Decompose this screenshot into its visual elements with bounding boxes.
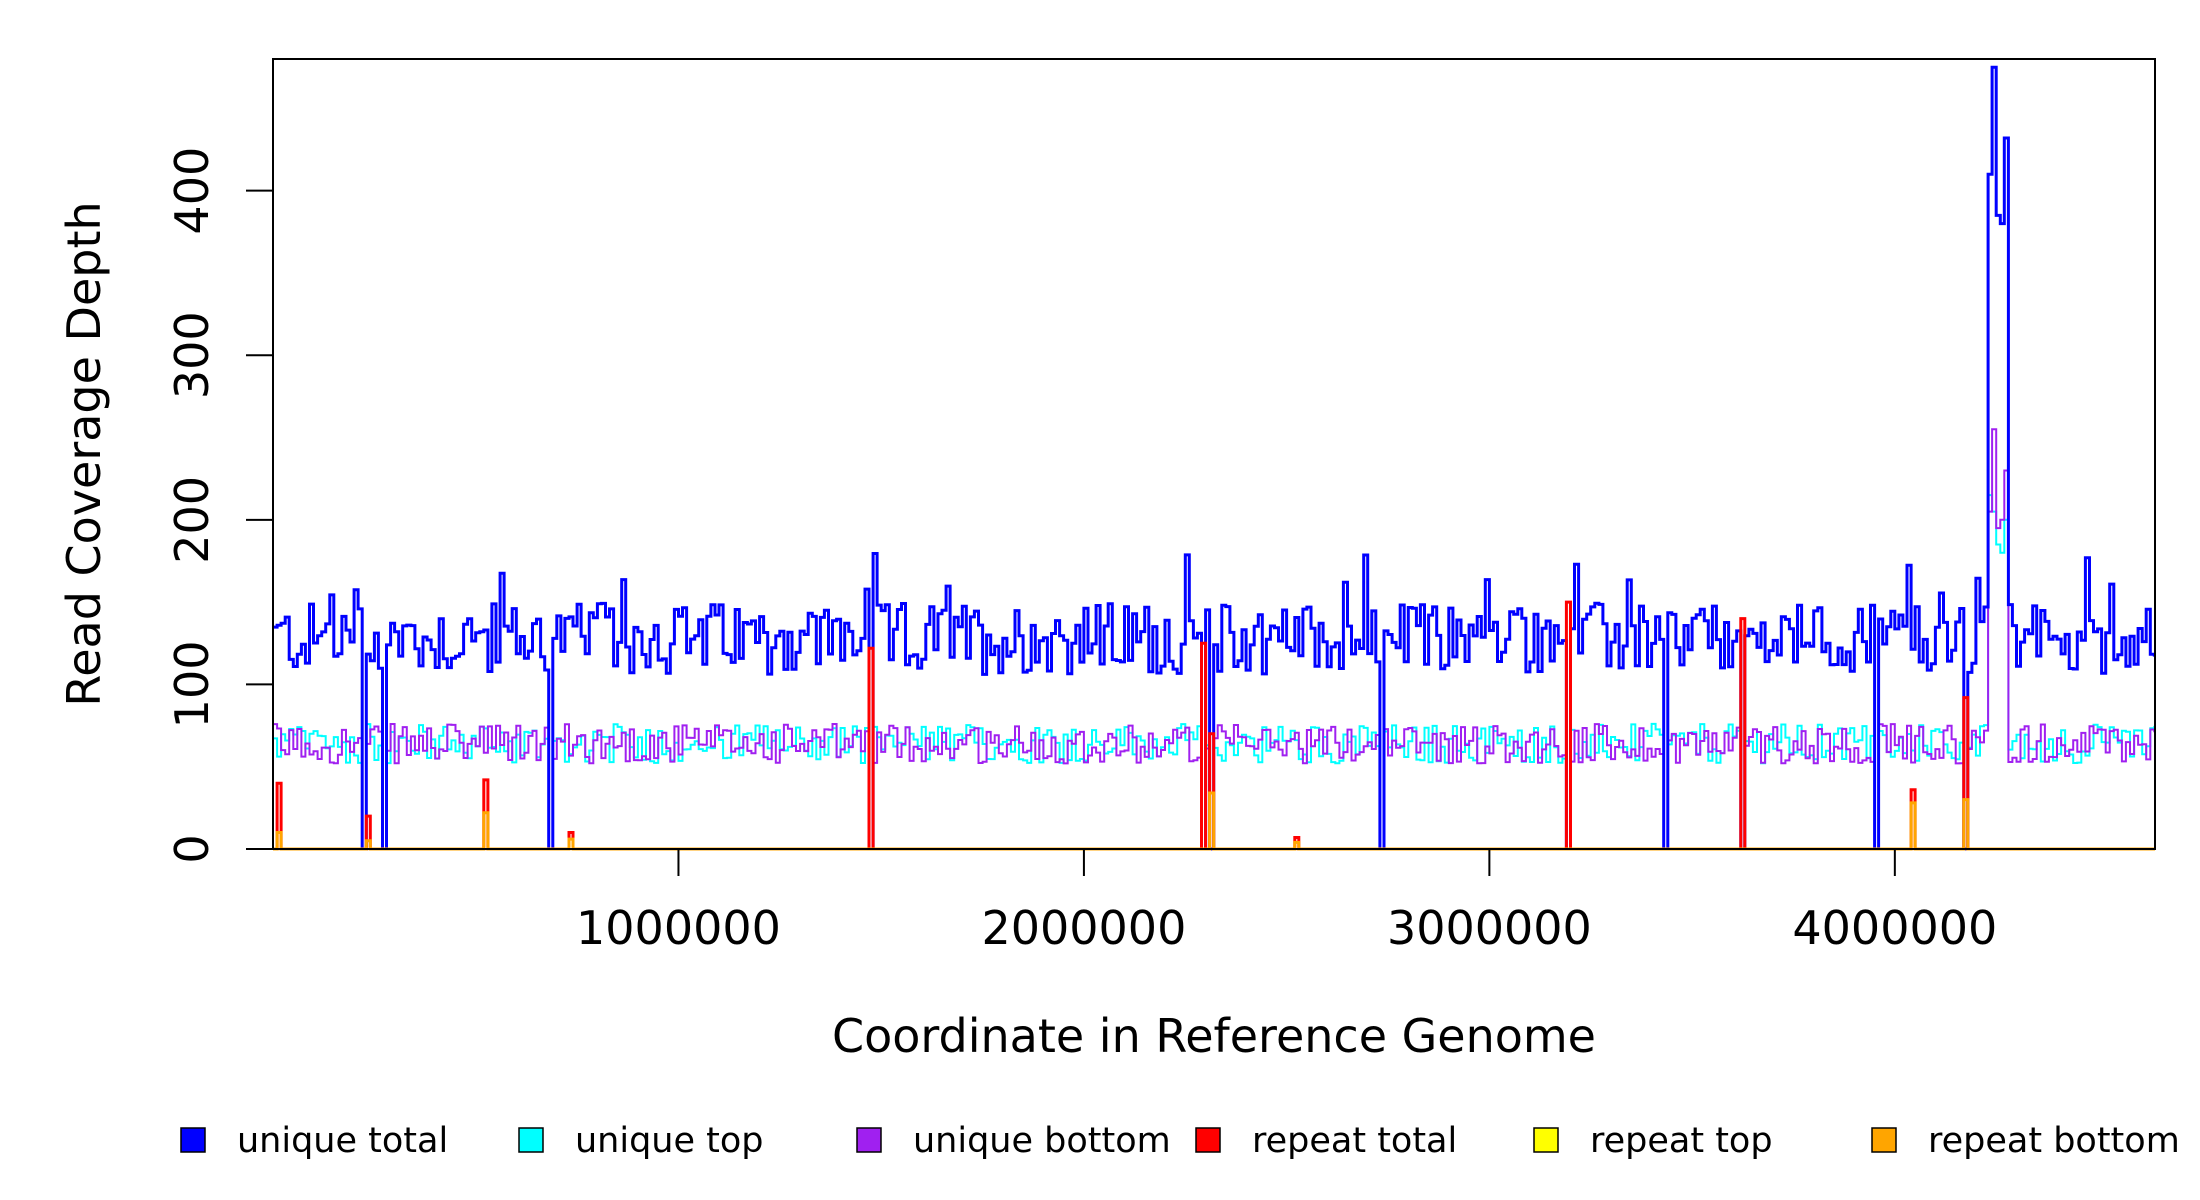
legend-label: repeat bottom: [1928, 1121, 2180, 1161]
legend-swatch: [180, 1127, 206, 1153]
legend-swatch: [1533, 1127, 1559, 1153]
x-axis-title: Coordinate in Reference Genome: [832, 1009, 1596, 1063]
y-axis-title: Read Coverage Depth: [57, 201, 111, 706]
legend-label: repeat top: [1590, 1121, 1773, 1161]
legend-label: unique top: [575, 1121, 764, 1161]
series-unique-bottom: [273, 428, 2156, 850]
legend-swatch: [1195, 1127, 1221, 1153]
axes-layer: 1000000 2000000 3000000 4000000 0 100 200 300 40…: [165, 147, 1997, 955]
legend-swatch: [518, 1127, 544, 1153]
series-unique-total: [273, 65, 2156, 851]
legend: unique total unique top unique bottom repea…: [180, 1121, 2180, 1161]
legend-label: repeat total: [1252, 1121, 1457, 1161]
x-tick-label: 3000000: [1387, 901, 1592, 955]
y-tick-label: 400: [165, 147, 219, 235]
legend-label: unique total: [237, 1121, 448, 1161]
legend-label: unique bottom: [913, 1121, 1171, 1161]
x-tick-label: 1000000: [576, 901, 781, 955]
legend-swatch: [1871, 1127, 1897, 1153]
x-tick-label: 2000000: [981, 901, 1186, 955]
series-layer: [273, 65, 2156, 851]
legend-item: repeat bottom: [1871, 1121, 2180, 1161]
x-tick-label: 4000000: [1792, 901, 1997, 955]
legend-item: unique top: [518, 1121, 764, 1161]
y-tick-label: 200: [165, 476, 219, 564]
y-tick-label: 0: [165, 834, 219, 863]
y-tick-label: 100: [165, 641, 219, 729]
legend-swatch: [856, 1127, 882, 1153]
legend-item: unique bottom: [856, 1121, 1171, 1161]
legend-item: unique total: [180, 1121, 448, 1161]
y-tick-label: 300: [165, 311, 219, 399]
legend-item: repeat total: [1195, 1121, 1457, 1161]
legend-item: repeat top: [1533, 1121, 1773, 1161]
